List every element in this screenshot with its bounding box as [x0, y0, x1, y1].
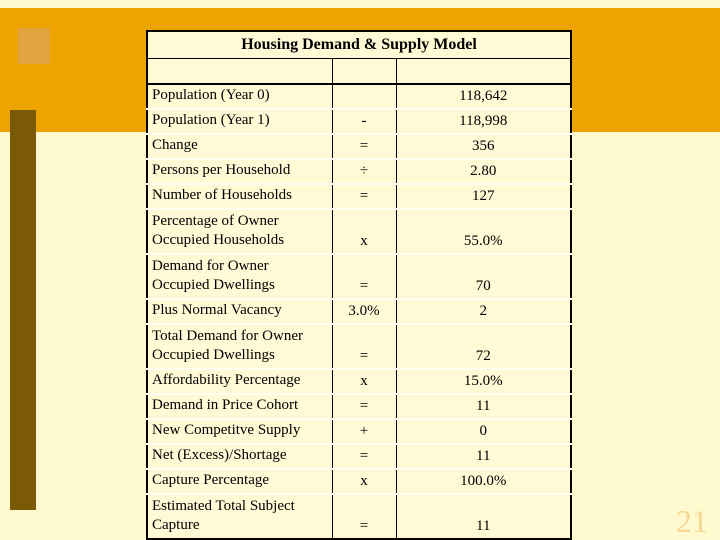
page-number: 21: [676, 503, 708, 539]
row-value: 72: [395, 323, 572, 369]
row-operator: =: [331, 183, 396, 209]
row-value: 11: [395, 443, 572, 469]
table-row: Demand in Price Cohort = 11: [147, 393, 572, 419]
row-label: Population (Year 1): [147, 108, 332, 134]
empty-cell: [395, 58, 572, 84]
row-value: 100.0%: [395, 468, 572, 494]
row-label: Change: [147, 133, 332, 159]
row-operator: ÷: [331, 158, 396, 184]
row-value: 2.80: [395, 158, 572, 184]
table-row: Percentage of Owner Occupied Households …: [147, 208, 572, 254]
row-value: 0: [395, 418, 572, 444]
row-operator: +: [331, 418, 396, 444]
table-empty-row: [147, 58, 572, 84]
row-label: Demand for Owner Occupied Dwellings: [147, 253, 332, 299]
row-label: Estimated Total Subject Capture: [147, 493, 332, 539]
table-row: Affordability Percentage x 15.0%: [147, 368, 572, 394]
left-sidebar-bar: [10, 110, 36, 510]
row-operator: x: [331, 368, 396, 394]
row-label: Persons per Household: [147, 158, 332, 184]
row-operator: =: [331, 493, 396, 539]
empty-cell: [147, 58, 332, 84]
row-label: New Competitve Supply: [147, 418, 332, 444]
table-row: Estimated Total Subject Capture = 11: [147, 493, 572, 539]
row-value: 11: [395, 493, 572, 539]
row-operator: =: [331, 393, 396, 419]
row-label: Plus Normal Vacancy: [147, 298, 332, 324]
table-row: Population (Year 1) - 118,998: [147, 108, 572, 134]
row-operator: x: [331, 468, 396, 494]
row-operator: =: [331, 323, 396, 369]
table-row: Net (Excess)/Shortage = 11: [147, 443, 572, 469]
row-label: Population (Year 0): [147, 83, 332, 109]
row-label: Percentage of Owner Occupied Households: [147, 208, 332, 254]
row-label: Affordability Percentage: [147, 368, 332, 394]
table-row: New Competitve Supply + 0: [147, 418, 572, 444]
row-label: Total Demand for Owner Occupied Dwelling…: [147, 323, 332, 369]
row-operator: [331, 83, 396, 109]
table-row: Demand for Owner Occupied Dwellings = 70: [147, 253, 572, 299]
table-row: Population (Year 0) 118,642: [147, 83, 572, 109]
row-value: 2: [395, 298, 572, 324]
row-operator: -: [331, 108, 396, 134]
row-value: 118,642: [395, 83, 572, 109]
table-row: Plus Normal Vacancy 3.0% 2: [147, 298, 572, 324]
row-value: 15.0%: [395, 368, 572, 394]
row-operator: =: [331, 133, 396, 159]
row-value: 356: [395, 133, 572, 159]
table-row: Total Demand for Owner Occupied Dwelling…: [147, 323, 572, 369]
table-row: Persons per Household ÷ 2.80: [147, 158, 572, 184]
table-title-row: Housing Demand & Supply Model: [147, 31, 571, 59]
row-label: Capture Percentage: [147, 468, 332, 494]
accent-square: [18, 28, 50, 64]
row-operator: 3.0%: [331, 298, 396, 324]
row-label: Number of Households: [147, 183, 332, 209]
table-row: Number of Households = 127: [147, 183, 572, 209]
row-operator: =: [331, 443, 396, 469]
row-operator: x: [331, 208, 396, 254]
row-label: Net (Excess)/Shortage: [147, 443, 332, 469]
row-label: Demand in Price Cohort: [147, 393, 332, 419]
table-row: Capture Percentage x 100.0%: [147, 468, 572, 494]
row-value: 11: [395, 393, 572, 419]
row-value: 118,998: [395, 108, 572, 134]
row-operator: =: [331, 253, 396, 299]
table-row: Change = 356: [147, 133, 572, 159]
housing-model-table: Housing Demand & Supply Model Population…: [146, 30, 573, 540]
row-value: 70: [395, 253, 572, 299]
table-title: Housing Demand & Supply Model: [241, 36, 477, 53]
empty-cell: [331, 58, 396, 84]
row-value: 127: [395, 183, 572, 209]
row-value: 55.0%: [395, 208, 572, 254]
